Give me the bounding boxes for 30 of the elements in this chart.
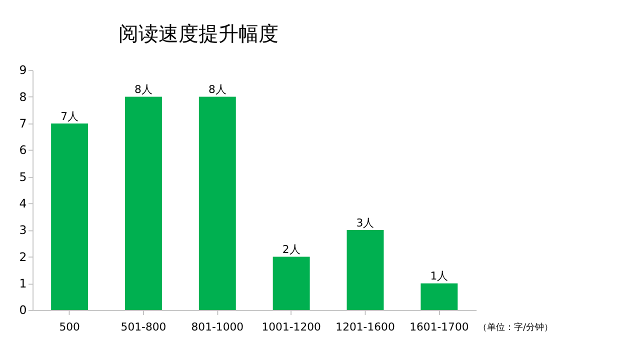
bar — [198, 96, 236, 310]
x-tick-label: 801-1000 — [191, 320, 244, 334]
x-tick-label: 500 — [59, 320, 80, 334]
y-tick-label: 0 — [19, 303, 27, 318]
x-tick-label: 501-800 — [120, 320, 166, 334]
y-tick-label: 5 — [19, 170, 27, 184]
bar — [51, 123, 88, 310]
data-label: 3人 — [356, 216, 374, 230]
text: （单位：字/分钟） — [478, 322, 554, 333]
chart-title: 阅读速度提升幅度 — [118, 22, 278, 46]
bar — [125, 96, 162, 310]
y-tick-label: 2 — [19, 250, 27, 264]
y-tick-label: 3 — [19, 223, 27, 238]
bar — [346, 230, 384, 310]
y-tick-label: 1 — [19, 276, 27, 290]
x-tick-label: 1601-1700 — [410, 320, 469, 334]
bar — [420, 283, 458, 310]
y-tick-label: 6 — [19, 143, 27, 158]
data-label: 8人 — [208, 83, 226, 96]
data-label: 8人 — [134, 83, 152, 96]
bar — [272, 256, 310, 310]
x-tick-label: 1201-1600 — [336, 320, 395, 334]
data-label: 2人 — [282, 243, 300, 256]
data-label: 1人 — [430, 270, 448, 283]
y-tick-label: 8 — [19, 90, 27, 104]
y-tick-label: 4 — [19, 196, 27, 210]
y-tick-label: 7 — [19, 116, 27, 131]
y-tick-label: 9 — [19, 63, 27, 78]
x-tick-label: 1001-1200 — [262, 320, 322, 334]
data-label: 7人 — [60, 110, 79, 123]
